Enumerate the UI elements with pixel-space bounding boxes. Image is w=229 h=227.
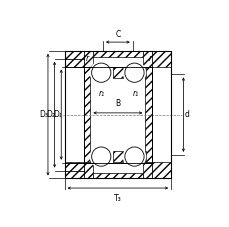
Polygon shape xyxy=(143,162,170,178)
Text: r: r xyxy=(148,54,151,63)
Polygon shape xyxy=(92,173,143,178)
Circle shape xyxy=(91,147,110,166)
Circle shape xyxy=(89,61,112,84)
Text: D₂: D₂ xyxy=(46,110,55,119)
Bar xyxy=(83,67,90,162)
Polygon shape xyxy=(112,67,123,79)
Polygon shape xyxy=(64,162,92,178)
Circle shape xyxy=(124,63,143,82)
Text: C: C xyxy=(115,30,120,39)
Text: d: d xyxy=(184,110,188,119)
Polygon shape xyxy=(92,51,143,57)
Polygon shape xyxy=(143,51,170,67)
Text: r₁: r₁ xyxy=(132,89,138,98)
Bar xyxy=(83,67,151,163)
Circle shape xyxy=(89,145,112,168)
Circle shape xyxy=(124,147,143,166)
Text: B: B xyxy=(115,99,120,108)
Text: T₃: T₃ xyxy=(114,194,121,203)
Polygon shape xyxy=(64,51,92,67)
Text: D₃: D₃ xyxy=(39,110,48,119)
Bar xyxy=(145,67,151,162)
Text: D₁: D₁ xyxy=(53,110,62,119)
Bar xyxy=(64,51,170,178)
Circle shape xyxy=(122,145,146,168)
Text: r: r xyxy=(85,54,88,63)
Polygon shape xyxy=(112,151,123,162)
Circle shape xyxy=(91,63,110,82)
Text: r₁: r₁ xyxy=(99,89,105,98)
Circle shape xyxy=(122,61,146,84)
